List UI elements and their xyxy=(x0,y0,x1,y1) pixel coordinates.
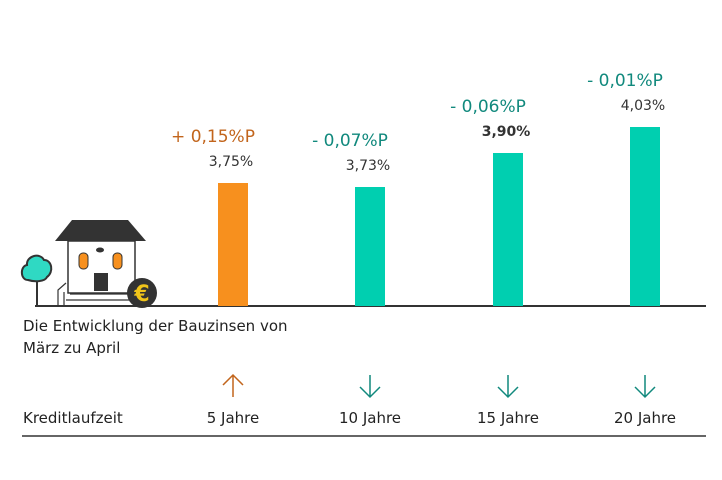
x-axis-label: Kreditlaufzeit xyxy=(23,409,123,427)
house-illustration: € xyxy=(20,220,706,308)
change-label: - 0,07%P xyxy=(312,131,388,151)
category-label: 5 Jahre xyxy=(206,409,260,427)
arrow-up-icon xyxy=(222,373,244,397)
arrow-down-icon xyxy=(634,375,656,399)
tree-icon xyxy=(20,254,53,283)
chart-title: Die Entwicklung der Bauzinsen von März z… xyxy=(23,317,288,357)
change-label: - 0,01%P xyxy=(587,71,663,91)
bar-3 xyxy=(493,153,523,306)
change-label: + 0,15%P xyxy=(171,127,255,147)
category-label: 10 Jahre xyxy=(338,409,402,427)
change-label: - 0,06%P xyxy=(450,97,526,117)
bar-2 xyxy=(355,187,385,306)
door xyxy=(94,273,108,291)
value-label: 4,03% xyxy=(620,98,666,114)
house-roof xyxy=(55,220,146,241)
value-label: 3,75% xyxy=(208,154,254,170)
window xyxy=(78,252,89,270)
arrow-down-icon xyxy=(359,375,381,399)
window xyxy=(112,252,123,270)
value-label: 3,73% xyxy=(345,158,391,174)
category-label: 15 Jahre xyxy=(476,409,540,427)
bar-4 xyxy=(630,127,660,306)
bar-1 xyxy=(218,183,248,306)
euro-coin-icon xyxy=(127,278,157,308)
value-label: 3,90% xyxy=(481,124,531,140)
category-label: 20 Jahre xyxy=(613,409,677,427)
svg-text:€: € xyxy=(133,282,149,307)
arrow-down-icon xyxy=(497,375,519,399)
